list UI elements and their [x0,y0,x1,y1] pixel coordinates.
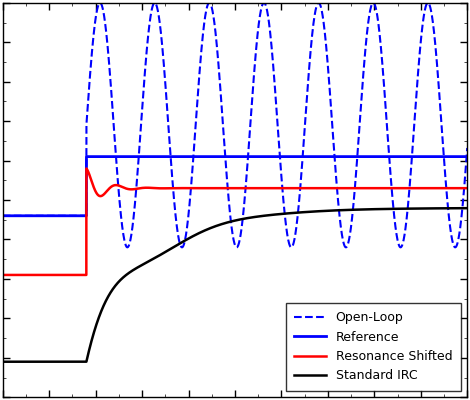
Line: Reference: Reference [3,157,467,216]
Standard IRC [369,207,375,212]
Standard IRC [295,210,301,215]
Resonance Shifted [464,186,470,190]
Legend: Open-Loop, Reference, Resonance Shifted, Standard IRC: Open-Loop, Reference, Resonance Shifted,… [286,303,461,391]
Line: Standard IRC: Standard IRC [3,208,467,362]
Standard IRC [168,246,174,251]
Open-Loop [0,213,6,218]
Reference [295,154,301,159]
Open-Loop [369,2,375,6]
Resonance Shifted [168,186,174,190]
Reference [369,154,375,159]
Line: Resonance Shifted: Resonance Shifted [3,168,467,275]
Reference [275,154,281,159]
Reference [464,154,470,159]
Standard IRC [275,212,281,217]
Open-Loop [97,0,103,5]
Resonance Shifted [345,186,350,190]
Standard IRC [0,359,6,364]
Resonance Shifted [0,272,6,277]
Resonance Shifted [84,166,89,171]
Open-Loop [295,211,301,216]
Reference [84,154,89,159]
Standard IRC [464,206,470,210]
Reference [168,154,174,159]
Open-Loop [24,213,29,218]
Open-Loop [275,123,281,128]
Open-Loop [345,244,350,248]
Resonance Shifted [24,272,29,277]
Resonance Shifted [275,186,281,190]
Reference [0,213,6,218]
Reference [24,213,29,218]
Resonance Shifted [295,186,301,190]
Standard IRC [24,359,29,364]
Open-Loop [464,146,470,150]
Reference [345,154,350,159]
Open-Loop [168,159,174,164]
Resonance Shifted [369,186,375,190]
Open-Loop [453,245,458,250]
Standard IRC [344,208,350,212]
Line: Open-Loop: Open-Loop [3,3,467,247]
